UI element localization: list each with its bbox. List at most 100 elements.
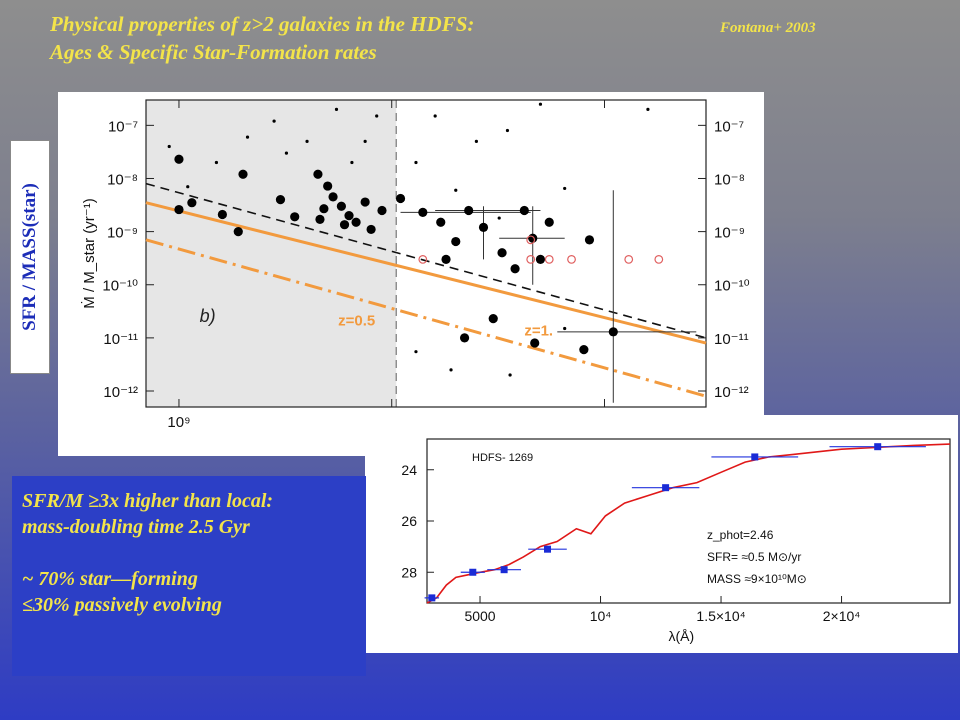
galaxy-point: [174, 154, 184, 164]
galaxy-open-point: [526, 235, 536, 245]
galaxy-small-point: [497, 216, 501, 220]
sed-x-axis-label: λ(Å): [669, 628, 695, 644]
galaxy-small-point: [449, 368, 453, 372]
galaxy-point: [530, 338, 540, 348]
sed-annotation: SFR= ≈0.5 M⊙/yr: [707, 550, 801, 564]
sed-photometry-point: [874, 443, 882, 451]
summary-line-2: mass-doubling time 2.5 Gyr: [22, 516, 250, 538]
ssfr-mass-plot: 10⁻⁷ 10⁻⁷ 10⁻⁸ 10⁻⁸ 10⁻⁹ 10⁻⁹ 10⁻¹⁰ 10⁻¹⁰ 10⁻¹¹ 1…: [58, 92, 764, 456]
slide-title: Physical properties of z>2 galaxies in t…: [50, 10, 670, 66]
summary-line-1: SFR/M ≥3x higher than local:: [22, 490, 274, 512]
sed-y-tick-label: 26: [401, 513, 417, 529]
sed-x-tick-label: 2×10⁴: [823, 608, 861, 624]
galaxy-small-point: [350, 160, 354, 165]
galaxy-small-point: [334, 107, 339, 111]
galaxy-small-point: [454, 188, 458, 192]
summary-textbox: SFR/M ≥3x higher than local: mass-doubli…: [12, 476, 366, 676]
galaxy-point: [319, 204, 329, 214]
galaxy-point: [544, 217, 554, 227]
galaxy-small-point: [186, 185, 190, 189]
galaxy-open-point: [418, 254, 428, 264]
sed-plot: 24 26 28 5000 10⁴ 1.5×10⁴ 2×10⁴ λ(Å) HDFS- 1269 z…: [365, 415, 958, 653]
galaxy-point: [339, 220, 350, 230]
galaxy-point: [464, 205, 474, 216]
y-tick-label-left: 10⁻⁸: [107, 171, 138, 188]
y-tick-label-left: 10⁻¹⁰: [102, 278, 138, 295]
galaxy-small-point: [414, 350, 418, 354]
galaxy-point: [336, 201, 346, 211]
line-label-z1: z=1.: [524, 323, 553, 340]
galaxy-point: [366, 224, 376, 235]
sed-photometry-point: [662, 484, 670, 492]
galaxy-small-point: [214, 160, 219, 165]
galaxy-small-point: [305, 139, 309, 143]
galaxy-small-point: [538, 102, 543, 106]
sed-photometry-point: [544, 545, 552, 553]
y-tick-label-left: 10⁻⁹: [107, 225, 138, 242]
sed-photometry-point: [428, 594, 436, 602]
galaxy-point: [459, 333, 470, 343]
galaxy-point: [275, 195, 286, 205]
line-label-z05: z=0.5: [338, 313, 375, 330]
galaxy-point: [217, 209, 227, 220]
galaxy-point: [344, 211, 354, 221]
galaxy-point: [418, 207, 428, 217]
galaxy-point: [584, 235, 595, 245]
galaxy-small-point: [414, 160, 418, 165]
sed-photometry-point: [469, 568, 477, 576]
plot-frame: [145, 99, 707, 408]
y-tick-label-right: 10⁻¹¹: [714, 331, 749, 348]
galaxy-open-point: [567, 254, 576, 264]
x-tick-label: 10⁹: [167, 414, 190, 431]
sed-photometry-point: [500, 566, 508, 574]
sed-title: HDFS- 1269: [472, 452, 533, 464]
summary-line-4: ≤30% passively evolving: [22, 594, 222, 616]
galaxy-point: [328, 192, 338, 202]
galaxy-open-point: [544, 254, 554, 264]
sed-background: [365, 415, 958, 653]
galaxy-point: [451, 236, 461, 247]
galaxy-point: [436, 217, 446, 227]
sed-x-tick-label: 5000: [464, 608, 495, 624]
galaxy-point: [187, 198, 197, 208]
sed-annotation: MASS ≈9×10¹⁰M⊙: [707, 572, 807, 586]
y-tick-label-right: 10⁻⁷: [714, 118, 744, 135]
galaxy-small-point: [363, 139, 367, 143]
galaxy-point: [535, 254, 546, 264]
galaxy-small-point: [272, 119, 276, 123]
trend-line-orange-solid: [145, 201, 707, 345]
galaxy-small-point: [245, 135, 250, 139]
galaxy-point: [351, 217, 361, 227]
y-tick-label-right: 10⁻¹⁰: [714, 278, 750, 295]
sed-annotation: z_phot=2.46: [707, 528, 774, 542]
galaxy-point: [441, 254, 451, 264]
y-axis-label: Ṁ / M_star (yr⁻¹): [80, 198, 98, 308]
galaxy-point: [478, 222, 489, 233]
y-tick-label-right: 10⁻¹²: [714, 384, 749, 401]
galaxy-point: [323, 181, 333, 191]
side-label: SFR / MASS(star): [19, 183, 40, 331]
galaxy-small-point: [284, 151, 289, 155]
side-label-box: SFR / MASS(star): [10, 140, 50, 374]
galaxy-small-point: [563, 326, 567, 331]
galaxy-small-point: [508, 373, 512, 377]
title-line-2: Ages & Specific Star-Formation rates: [50, 40, 377, 64]
galaxy-point: [315, 214, 325, 224]
galaxy-point: [313, 169, 323, 179]
trend-line-orange-dashdot: [145, 238, 707, 398]
galaxy-point: [579, 345, 589, 355]
galaxy-point: [174, 204, 184, 215]
y-tick-label-right: 10⁻⁸: [714, 171, 745, 188]
shaded-region: [146, 100, 397, 407]
y-tick-label-right: 10⁻⁹: [714, 225, 745, 242]
y-tick-label-left: 10⁻⁷: [108, 118, 138, 135]
galaxy-point: [488, 314, 498, 324]
galaxy-small-point: [167, 144, 171, 149]
galaxy-point: [497, 248, 507, 258]
galaxy-point: [238, 169, 248, 179]
galaxy-point: [360, 197, 370, 207]
summary-line-3: ~ 70% star—forming: [22, 568, 198, 590]
y-tick-label-left: 10⁻¹²: [103, 384, 138, 401]
sed-x-tick-label: 1.5×10⁴: [696, 608, 745, 624]
